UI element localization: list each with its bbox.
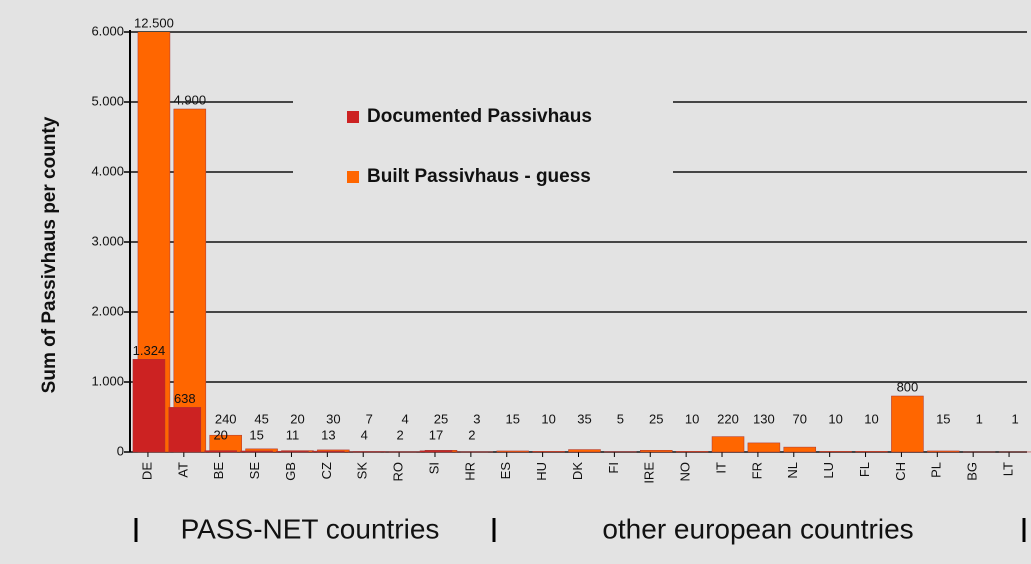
value-label: 130	[753, 411, 775, 426]
x-tick-label: NL	[785, 462, 800, 479]
labels: 0 1.000 2.000 3.000 4.000 5.000 6.000 DE AT BE SE G…	[91, 15, 1018, 483]
x-tick-label: CH	[893, 462, 908, 481]
x-tick-label: RO	[391, 462, 406, 482]
value-label: 10	[685, 411, 699, 426]
value-label: 20	[290, 411, 304, 426]
x-tick-label: IT	[713, 462, 728, 474]
x-tick-label: FI	[606, 462, 621, 474]
x-tick-label: DE	[139, 462, 154, 480]
x-tick-label: SK	[355, 462, 370, 480]
value-label: 2	[468, 427, 475, 442]
bar	[419, 450, 453, 453]
x-tick-label: HR	[462, 462, 477, 481]
value-label: 25	[434, 411, 448, 426]
legend-swatch	[347, 171, 359, 183]
value-label: 7	[366, 411, 373, 426]
value-label: 4	[401, 411, 408, 426]
value-label: 17	[429, 427, 443, 442]
bar	[204, 450, 237, 453]
value-label: 10	[828, 411, 842, 426]
value-label: 12.500	[134, 15, 174, 30]
value-label: 10	[541, 411, 555, 426]
bar	[675, 451, 709, 453]
x-tick-label: NO	[678, 462, 693, 482]
bars	[132, 32, 1031, 453]
y-tick-label: 0	[117, 443, 124, 458]
x-tick-label: BG	[965, 462, 980, 481]
bar	[855, 451, 888, 453]
bar	[312, 450, 345, 453]
value-label: 1	[976, 411, 983, 426]
bar	[783, 446, 817, 453]
value-label: 638	[174, 391, 196, 406]
x-tick-label: ES	[498, 462, 513, 480]
value-label: 15	[936, 411, 950, 426]
bar	[173, 108, 207, 453]
value-label: 11	[286, 427, 300, 442]
x-tick-label: FL	[857, 462, 872, 477]
value-label: 5	[617, 411, 624, 426]
x-tick-label: FR	[749, 462, 764, 479]
value-label: 10	[864, 411, 878, 426]
legend-label: Documented Passivhaus	[367, 106, 592, 127]
value-label: 4	[361, 427, 368, 442]
value-label: 20	[213, 427, 227, 442]
y-tick-label: 4.000	[91, 163, 124, 178]
value-label: 13	[321, 427, 335, 442]
x-tick-label: AT	[175, 462, 190, 478]
y-tick-label: 6.000	[91, 23, 124, 38]
value-label: 1	[1011, 411, 1018, 426]
value-label: 2	[396, 427, 403, 442]
legend-swatch	[347, 111, 359, 123]
y-tick-label: 5.000	[91, 93, 124, 108]
value-label: 30	[326, 411, 340, 426]
group-label: other european countries	[602, 513, 913, 544]
x-tick-label: CZ	[319, 462, 334, 479]
x-tick-label: IRE	[642, 462, 657, 484]
value-label: 4.900	[174, 92, 207, 107]
x-tick-label: SI	[426, 462, 441, 474]
bar	[640, 450, 673, 453]
bar	[819, 451, 852, 453]
y-tick-label: 2.000	[91, 303, 124, 318]
x-tick-label: LU	[821, 462, 836, 479]
value-label: 1.324	[133, 343, 166, 358]
y-axis-title: Sum of Passivhaus per county	[39, 116, 60, 393]
x-tick-label: SE	[247, 462, 262, 480]
value-label: 35	[577, 411, 591, 426]
y-tick-label: 3.000	[91, 233, 124, 248]
value-label: 220	[717, 411, 739, 426]
bar	[132, 359, 166, 453]
bar	[927, 450, 960, 453]
group-label: PASS-NET countries	[181, 513, 440, 544]
bar	[532, 451, 565, 453]
value-label: 800	[897, 379, 919, 394]
value-label: 25	[649, 411, 663, 426]
value-label: 240	[215, 411, 237, 426]
x-tick-label: GB	[283, 462, 298, 481]
x-tick-label: DK	[570, 462, 585, 480]
x-tick-label: BE	[211, 462, 226, 480]
bar	[711, 436, 745, 453]
x-tick-label: LT	[1000, 462, 1015, 476]
bar	[168, 407, 202, 453]
legend-label: Built Passivhaus - guess	[367, 166, 591, 187]
bar	[496, 450, 529, 453]
y-tick-label: 1.000	[91, 373, 124, 388]
value-label: 15	[249, 427, 263, 442]
x-tick-label: HU	[534, 462, 549, 481]
value-label: 15	[506, 411, 520, 426]
bar	[747, 442, 781, 453]
bar	[276, 450, 309, 453]
x-tick-label: PL	[929, 462, 944, 478]
value-label: 70	[793, 411, 807, 426]
value-label: 3	[473, 411, 480, 426]
value-label: 45	[254, 411, 268, 426]
bar	[568, 449, 601, 453]
bar	[891, 395, 924, 453]
bar	[240, 450, 273, 453]
